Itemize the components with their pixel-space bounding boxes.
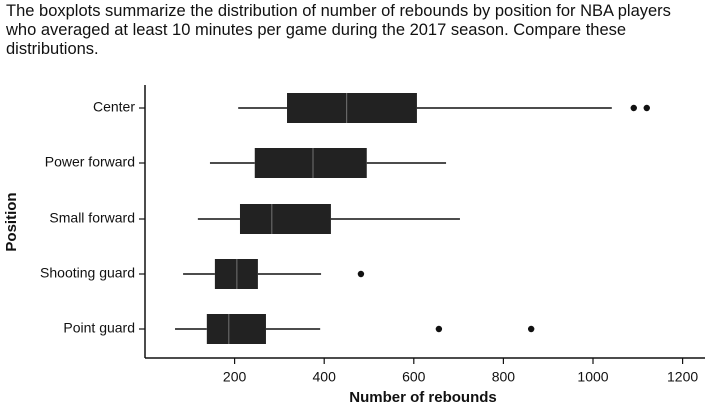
y-axis-title: Position <box>3 192 20 251</box>
box <box>254 148 367 178</box>
y-tick-label: Power forward <box>45 154 135 170</box>
outlier <box>435 325 443 333</box>
chart-title: The boxplots summarize the distribution … <box>6 2 671 58</box>
x-tick-label: 1200 <box>667 369 698 385</box>
x-tick-label: 800 <box>492 369 516 385</box>
y-tick-label: Point guard <box>63 320 135 336</box>
outlier <box>630 104 637 112</box>
x-axis-title: Number of rebounds <box>349 389 497 406</box>
outlier <box>527 325 535 333</box>
y-tick-label: Small forward <box>49 210 135 226</box>
y-tick-label: Center <box>93 99 135 115</box>
x-tick-label: 600 <box>402 369 426 385</box>
box <box>287 93 417 123</box>
x-tick-label: 400 <box>313 369 337 385</box>
y-tick-label: Shooting guard <box>40 265 135 281</box>
outlier <box>643 104 650 112</box>
box <box>239 204 331 234</box>
box <box>206 314 266 344</box>
x-tick-label: 200 <box>223 369 247 385</box>
outlier <box>357 270 365 278</box>
x-tick-label: 1000 <box>577 369 608 385</box>
